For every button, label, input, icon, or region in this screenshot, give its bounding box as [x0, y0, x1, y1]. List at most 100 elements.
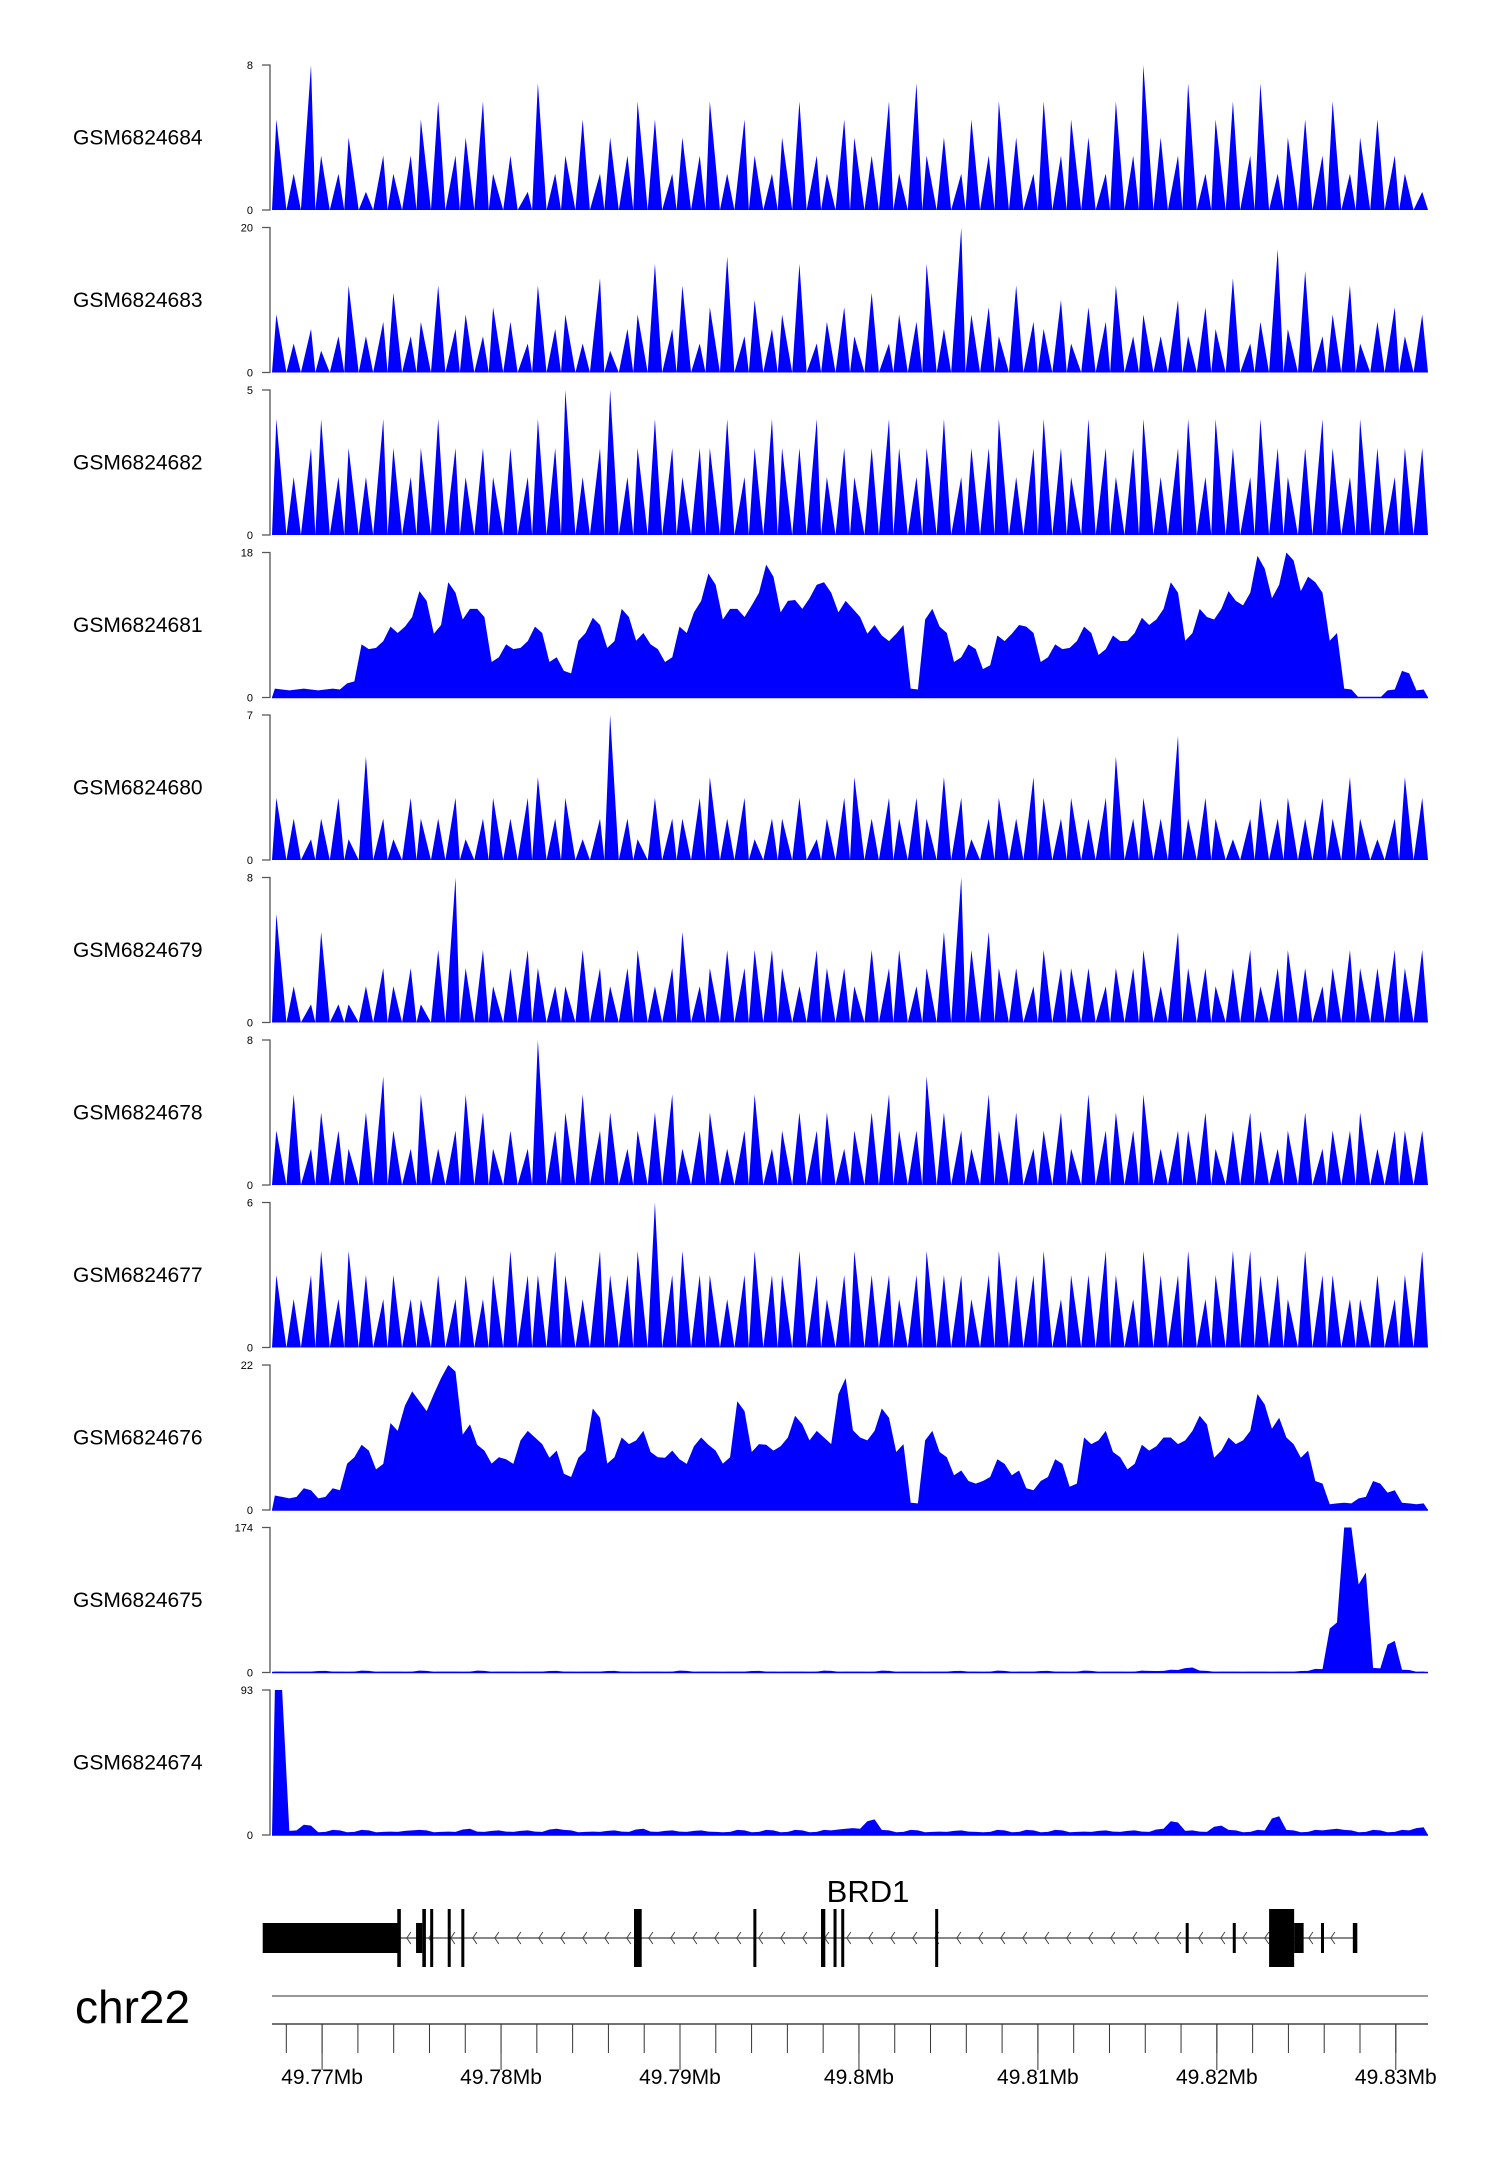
signal-spike [705, 1112, 720, 1185]
signal-spike [1240, 343, 1255, 373]
signal-spike [300, 448, 316, 535]
signal-spike [1052, 968, 1067, 1023]
signal-spike [1139, 419, 1154, 535]
signal-spike [416, 1299, 431, 1348]
signal-spike [1269, 249, 1284, 373]
signal-spike [691, 986, 706, 1023]
signal-spike [488, 1148, 504, 1185]
signal-spike [821, 818, 836, 860]
signal-spike [1254, 1275, 1270, 1348]
signal-spike [1139, 65, 1154, 210]
utr-exon [1320, 1923, 1324, 1953]
signal-spike [1355, 419, 1371, 535]
signal-spike [893, 950, 908, 1023]
strand-arrow-icon [956, 1931, 962, 1945]
signal-spike [1384, 1299, 1400, 1348]
signal-spike [965, 1148, 981, 1185]
signal-spike [1167, 1275, 1183, 1348]
y-axis [262, 226, 271, 374]
y-tick-zero: 0 [247, 1180, 253, 1192]
signal-spike [907, 986, 923, 1023]
signal-spike [517, 477, 533, 535]
signal-spike [604, 137, 619, 210]
signal-spike [1196, 968, 1212, 1023]
signal-spike [358, 191, 374, 210]
signal-spike [878, 419, 894, 535]
signal-spike [980, 1094, 995, 1185]
signal-spike [1182, 968, 1197, 1023]
signal-spike [1225, 1130, 1241, 1185]
signal-spike [618, 818, 634, 860]
signal-spike [416, 448, 431, 535]
signal-spike [358, 986, 374, 1023]
x-tick-label: 49.8Mb [824, 2066, 894, 2089]
signal-spike [329, 797, 345, 860]
signal-spike [907, 83, 923, 210]
signal-spike [1399, 1130, 1414, 1185]
x-tick-label: 49.81Mb [997, 2066, 1079, 2089]
signal-spike [748, 300, 764, 373]
signal-spike [662, 448, 677, 535]
y-tick-zero: 0 [247, 1505, 253, 1517]
signal-spike [1008, 285, 1024, 373]
signal-spike [1081, 968, 1096, 1023]
signal-spike [951, 173, 966, 210]
signal-spike [821, 173, 836, 210]
track-GSM6824683: GSM6824683 20 0 [73, 223, 1428, 380]
strand-arrow-icon [912, 1931, 918, 1945]
strand-arrow-icon [604, 1931, 610, 1945]
signal-spike [329, 173, 345, 210]
signal-spike [893, 818, 908, 860]
signal-spike [922, 1076, 937, 1185]
signal-spike [1355, 1112, 1371, 1185]
signal-spike [1355, 818, 1371, 860]
signal-spike [575, 839, 590, 860]
signal-spike [618, 329, 634, 373]
signal-spike [734, 1130, 749, 1185]
signal-spike [864, 292, 879, 373]
strand-arrow-icon [1044, 1931, 1050, 1945]
signal-spike [1399, 173, 1414, 210]
signal-spike [1283, 1130, 1298, 1185]
signal-spike [850, 477, 865, 535]
signal-spike [1355, 1299, 1371, 1348]
signal-spike [329, 1299, 345, 1348]
signal-spike [1182, 1250, 1197, 1348]
signal-spike [1297, 968, 1313, 1023]
strand-arrow-icon [1330, 1931, 1336, 1945]
signal-spike [748, 1250, 764, 1348]
signal-spike [1124, 448, 1139, 535]
signal-spike [561, 314, 576, 373]
signal-spike [618, 477, 634, 535]
signal-spike [286, 986, 301, 1023]
signal-spike [994, 797, 1009, 860]
signal-spike [1254, 1130, 1270, 1185]
signal-spike [777, 137, 793, 210]
signal-spike [1153, 336, 1168, 373]
y-tick-max: 7 [247, 710, 253, 722]
signal-spike [1254, 321, 1270, 373]
signal-spike [922, 1250, 937, 1348]
signal-spike [503, 448, 518, 535]
signal-spike [951, 1275, 966, 1348]
signal-spike [1341, 1299, 1356, 1348]
signal-spike [1081, 307, 1096, 373]
signal-spike [1355, 968, 1371, 1023]
signal-spike [445, 1130, 460, 1185]
signal-spike [1066, 477, 1082, 535]
signal-spike [633, 1250, 648, 1348]
signal-spike [315, 931, 330, 1023]
exon [634, 1909, 642, 1967]
exon [821, 1909, 826, 1967]
signal-spike [561, 797, 576, 860]
signal-spike [705, 307, 720, 373]
y-axis [262, 64, 271, 211]
signal-spike [1066, 343, 1082, 373]
signal-spike [748, 950, 764, 1023]
signal-spike [850, 777, 865, 860]
signal-spike [994, 336, 1009, 373]
signal-spike [1139, 314, 1154, 373]
signal-spike [864, 1275, 879, 1348]
signal-spike [387, 448, 403, 535]
strand-arrow-icon [1110, 1931, 1116, 1945]
